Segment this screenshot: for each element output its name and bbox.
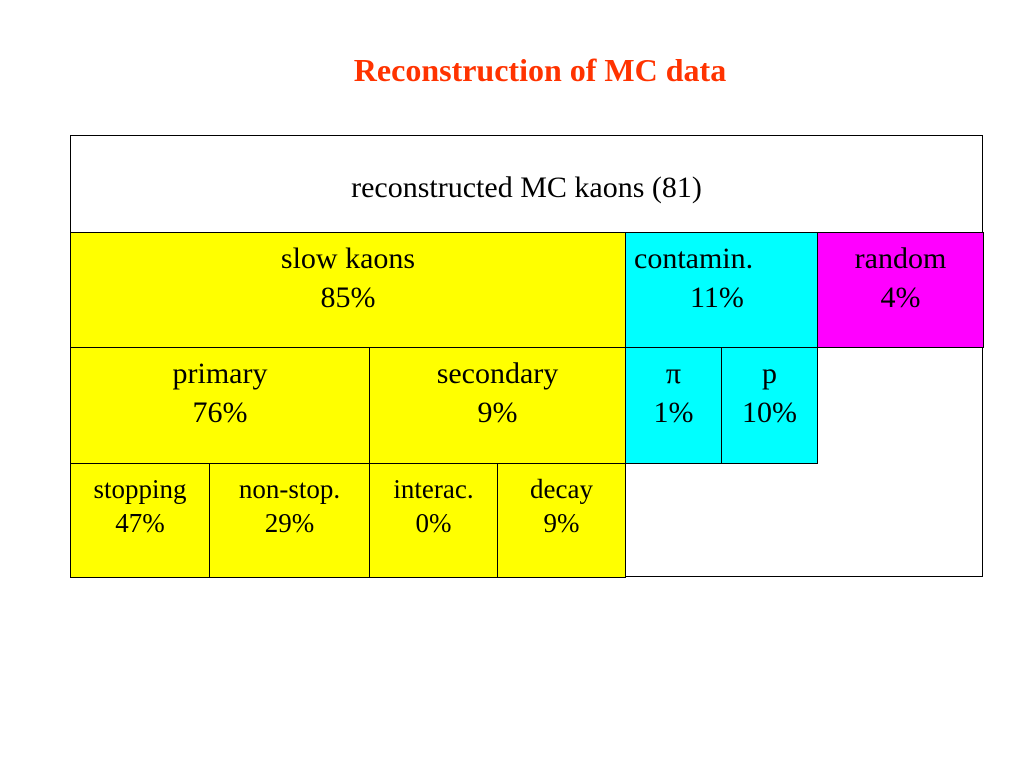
proton-cell: p 10% [721,347,818,464]
nonstop-cell: non-stop. 29% [209,463,370,578]
slow-kaons-value: 85% [320,281,376,314]
decay-cell: decay 9% [497,463,626,578]
random-value: 4% [880,281,921,314]
slide-title: Reconstruction of MC data [353,52,727,88]
interac-value: 0% [415,508,452,538]
secondary-cell: secondary 9% [369,347,626,464]
interac-cell: interac. 0% [369,463,498,578]
decay-label: decay [530,474,593,504]
contamin-label: contamin. [634,242,754,275]
secondary-label: secondary [436,357,559,390]
secondary-value: 9% [477,396,518,429]
random-cell: random 4% [817,232,984,348]
proton-value: 10% [742,396,797,429]
stopping-label: stopping [93,474,187,504]
primary-label: primary [172,357,268,390]
contamin-cell: contamin. 11% [625,232,818,348]
random-label: random [854,242,947,275]
contamin-value: 11% [690,281,744,314]
pion-value: 1% [653,396,694,429]
pion-cell: π 1% [625,347,722,464]
slow-kaons-cell: slow kaons 85% [70,232,626,348]
primary-value: 76% [192,396,248,429]
decay-value: 9% [543,508,580,538]
stopping-cell: stopping 47% [70,463,210,578]
proton-label: p [762,357,777,390]
pion-label: π [665,357,682,390]
stopping-value: 47% [115,508,165,538]
nonstop-label: non-stop. [238,474,341,504]
kaon-table: reconstructed MC kaons (81) slow kaons 8… [70,135,984,578]
interac-label: interac. [393,474,474,504]
primary-cell: primary 76% [70,347,370,464]
header-text: reconstructed MC kaons (81) [351,171,702,204]
slow-kaons-label: slow kaons [280,242,416,275]
table-header-cell: reconstructed MC kaons (81) [70,135,983,233]
nonstop-value: 29% [264,508,315,538]
